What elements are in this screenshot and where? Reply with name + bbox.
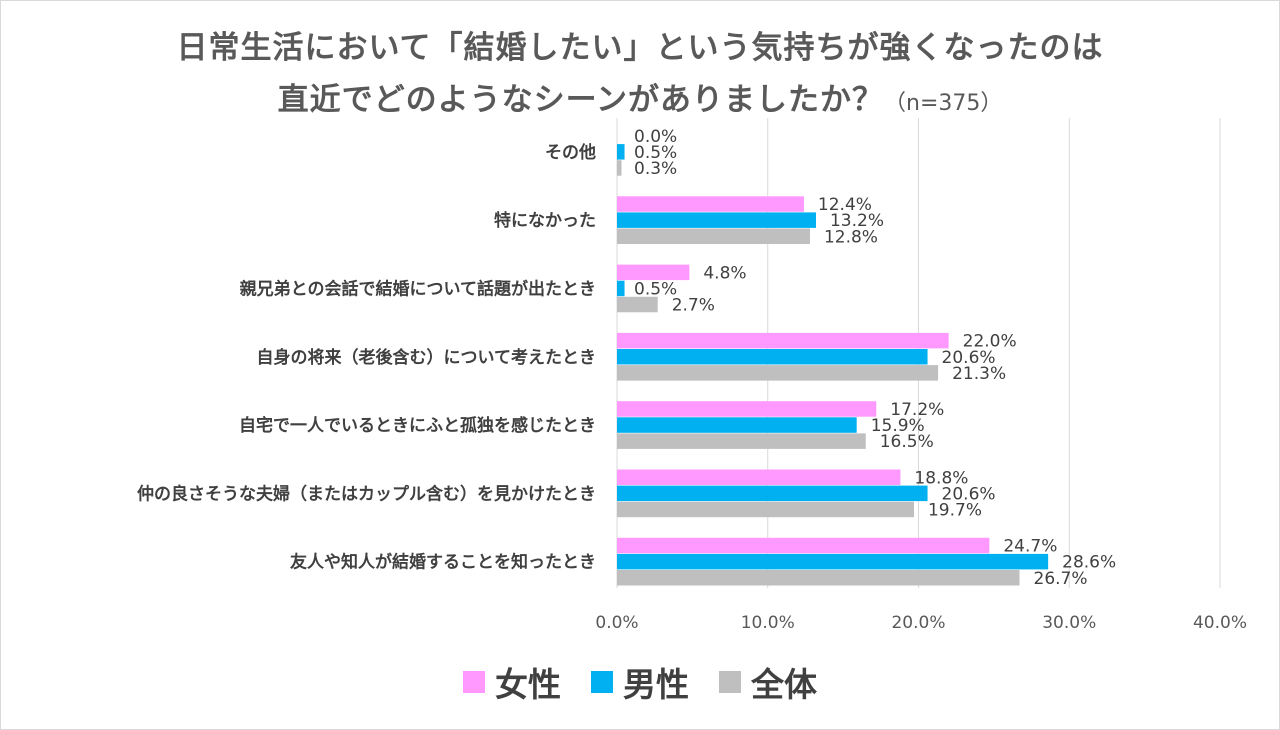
data-label-3-5: 19.7%: [928, 500, 982, 520]
data-label-2-2: 0.5%: [634, 279, 677, 299]
category-label-2: 親兄弟との会話で結婚について話題が出たとき: [240, 278, 596, 299]
bar-2-4: [617, 417, 857, 433]
bar-3-6: [617, 570, 1020, 586]
data-label-3-2: 2.7%: [672, 296, 715, 316]
x-tick-label-2: 20.0%: [891, 613, 945, 633]
legend-swatch-1: [463, 671, 485, 693]
bar-2-5: [617, 485, 928, 502]
bar-3-4: [617, 433, 866, 449]
data-label-3-6: 26.7%: [1034, 569, 1088, 589]
bar-3-0: [617, 160, 622, 176]
bar-2-2: [617, 280, 625, 297]
bar-3-2: [617, 296, 658, 313]
legend-label-3: 全体: [751, 665, 817, 704]
bar-3-3: [617, 365, 939, 381]
category-label-4: 自宅で一人でいるときにふと孤独を感じたとき: [239, 415, 596, 436]
x-tick-label-4: 40.0%: [1193, 613, 1247, 633]
legend-label-1: 女性: [495, 665, 561, 704]
data-label-2-6: 28.6%: [1062, 553, 1116, 573]
x-tick-label-0: 0.0%: [595, 613, 638, 633]
bar-3-5: [617, 501, 914, 518]
bar-1-3: [617, 332, 949, 349]
bar-2-1: [617, 212, 816, 228]
bar-2-3: [617, 349, 928, 365]
category-label-1: 特になかった: [494, 210, 596, 231]
data-label-3-4: 16.5%: [880, 432, 934, 452]
data-label-1-6: 24.7%: [1003, 537, 1057, 557]
legend-swatch-3: [719, 671, 741, 693]
data-label-1-5: 18.8%: [914, 468, 968, 488]
sample-size-note: （n=375）: [884, 91, 1003, 116]
bar-1-1: [617, 196, 804, 212]
category-label-5: 仲の良さそうな夫婦（またはカップル含む）を見かけたとき: [137, 483, 596, 504]
bar-1-4: [617, 401, 877, 417]
data-label-3-0: 0.3%: [634, 159, 677, 179]
bar-1-2: [617, 264, 690, 281]
legend-item-1: 女性: [463, 658, 561, 706]
category-label-0: その他: [545, 142, 596, 163]
data-label-1-4: 17.2%: [890, 400, 944, 420]
bar-2-6: [617, 553, 1049, 570]
x-tick-label-1: 10.0%: [741, 613, 795, 633]
legend-label-2: 男性: [623, 665, 689, 704]
legend-item-3: 全体: [719, 658, 817, 706]
chart-title-line1: 日常生活において「結婚したい」という気持ちが強くなったのは: [176, 30, 1104, 66]
data-label-1-3: 22.0%: [963, 332, 1017, 352]
chart-title-line2: 直近でどのようなシーンがありましたか？（n=375）: [0, 74, 1280, 119]
data-label-3-1: 12.8%: [824, 227, 878, 247]
bar-1-6: [617, 537, 990, 554]
legend-item-2: 男性: [591, 658, 689, 706]
data-label-1-0: 0.0%: [634, 127, 677, 147]
data-label-3-3: 21.3%: [952, 364, 1006, 384]
data-label-2-3: 20.6%: [942, 348, 996, 368]
data-label-2-4: 15.9%: [871, 416, 925, 436]
data-label-1-1: 12.4%: [818, 195, 872, 215]
category-label-6: 友人や知人が結婚することを知ったとき: [290, 552, 596, 573]
data-label-1-2: 4.8%: [703, 263, 746, 283]
chart-legend: 女性 男性 全体: [0, 658, 1280, 706]
bar-3-1: [617, 228, 810, 244]
data-label-2-1: 13.2%: [830, 211, 884, 231]
x-tick-label-3: 30.0%: [1042, 613, 1096, 633]
bar-2-0: [617, 144, 625, 160]
chart-title-line2-text: 直近でどのようなシーンがありましたか？: [277, 82, 885, 118]
bar-1-5: [617, 469, 901, 485]
category-label-3: 自身の将来（老後含む）について考えたとき: [257, 347, 597, 368]
legend-swatch-2: [591, 671, 613, 693]
data-label-2-0: 0.5%: [634, 143, 677, 163]
data-label-2-5: 20.6%: [942, 484, 996, 504]
